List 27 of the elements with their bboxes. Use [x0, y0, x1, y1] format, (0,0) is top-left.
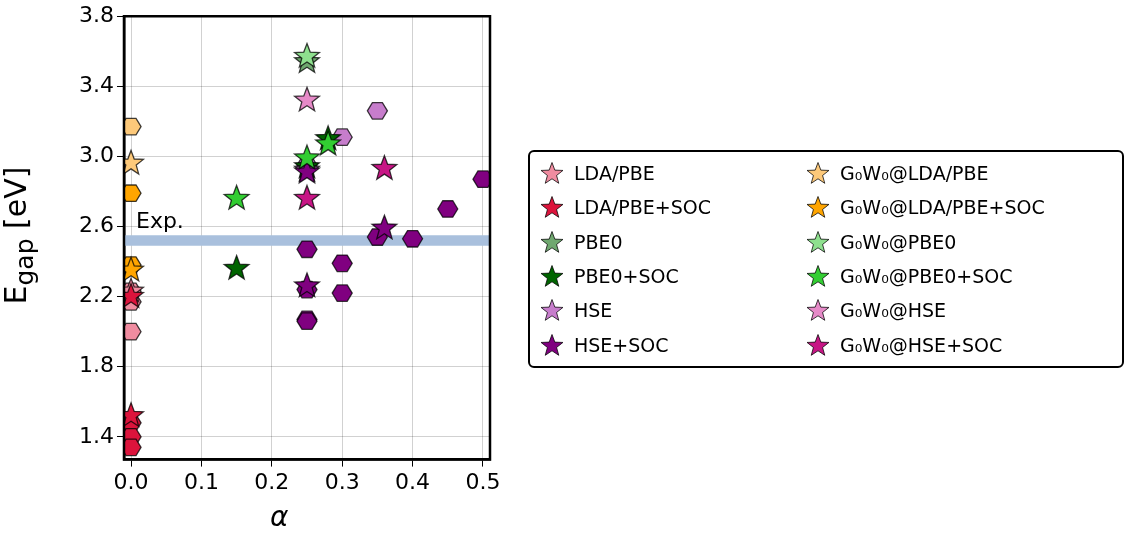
- legend-label: LDA/PBE+SOC: [574, 196, 711, 219]
- x-axis-title: α: [270, 500, 289, 533]
- x-tick-label: 0.2: [254, 468, 290, 494]
- legend-label: G₀W₀@LDA/PBE: [840, 162, 989, 185]
- legend-label: G₀W₀@LDA/PBE+SOC: [840, 196, 1045, 219]
- legend-label: HSE: [574, 299, 613, 322]
- y-tick-label: 3.0: [78, 142, 114, 168]
- y-tick-label: 2.6: [78, 212, 114, 238]
- y-tick-label: 1.4: [78, 422, 114, 448]
- legend-label: G₀W₀@HSE+SOC: [840, 333, 1003, 356]
- legend-label: HSE+SOC: [574, 333, 669, 356]
- y-tick-label: 1.8: [78, 352, 114, 378]
- legend-label: PBE0: [574, 230, 623, 253]
- legend-label: PBE0+SOC: [574, 265, 679, 288]
- y-tick-label: 3.4: [78, 72, 114, 98]
- x-tick-label: 0.0: [113, 468, 149, 494]
- band-label: Exp.: [135, 207, 184, 233]
- y-tick-label: 3.8: [78, 1, 114, 27]
- x-tick-label: 0.4: [395, 468, 431, 494]
- legend-label: G₀W₀@PBE0: [840, 230, 957, 253]
- x-tick-label: 0.1: [183, 468, 219, 494]
- y-tick-label: 2.2: [78, 282, 114, 308]
- x-tick-label: 0.3: [324, 468, 360, 494]
- legend-label: G₀W₀@HSE: [840, 299, 947, 322]
- legend-label: LDA/PBE: [574, 162, 655, 185]
- x-tick-label: 0.5: [465, 468, 501, 494]
- legend-label: G₀W₀@PBE0+SOC: [840, 265, 1013, 288]
